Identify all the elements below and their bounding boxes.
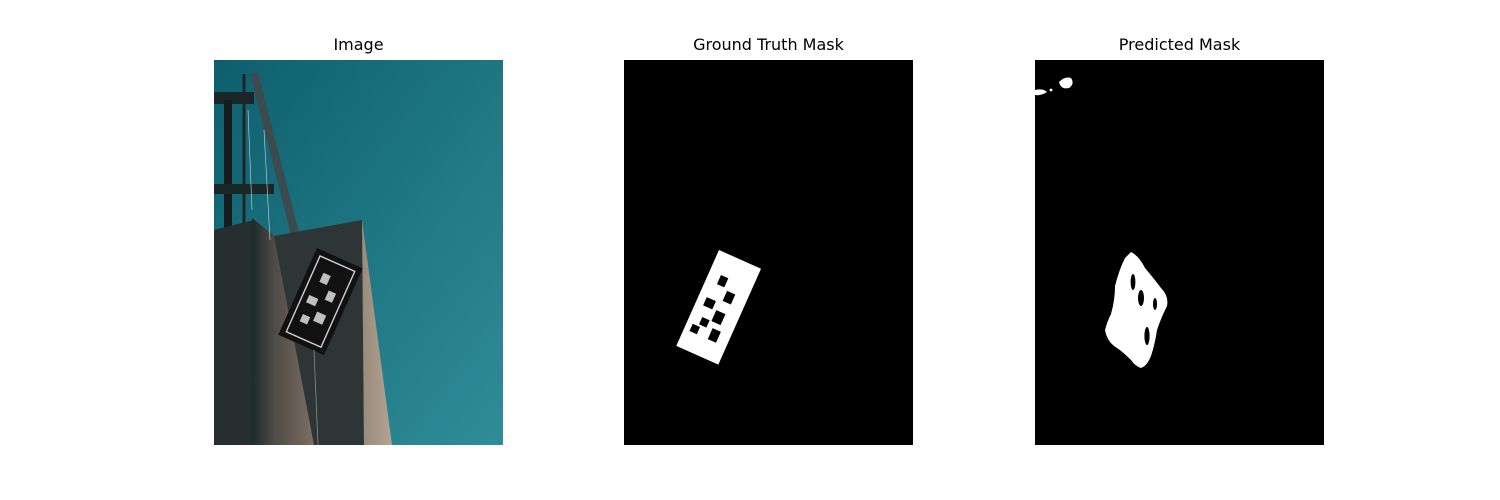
predicted-panel: Predicted Mask [1035,30,1324,446]
mask-background [1035,60,1324,445]
building-left [214,220,254,445]
mask-region [676,250,762,365]
mask-background [624,60,913,445]
crane-beam-top [214,92,254,104]
predicted-panel-title: Predicted Mask [1118,35,1241,54]
ground-truth-mask [624,60,913,445]
noise-blob [1049,88,1053,92]
ground-truth-panel-title: Ground Truth Mask [693,35,844,54]
crane-vertical-post [224,100,232,230]
checker-sign [278,248,363,356]
noise-blob [1059,77,1073,89]
ground-truth-panel: Ground Truth Mask [624,30,913,446]
image-panel-title: Image [333,35,384,54]
predicted-region [1105,252,1168,368]
building-right-wall [362,220,392,445]
noise-blob [1035,89,1047,96]
image-panel: Image [214,30,503,446]
source-photo [214,60,503,445]
crane-diagonal [250,72,306,262]
predicted-mask [1035,60,1324,445]
